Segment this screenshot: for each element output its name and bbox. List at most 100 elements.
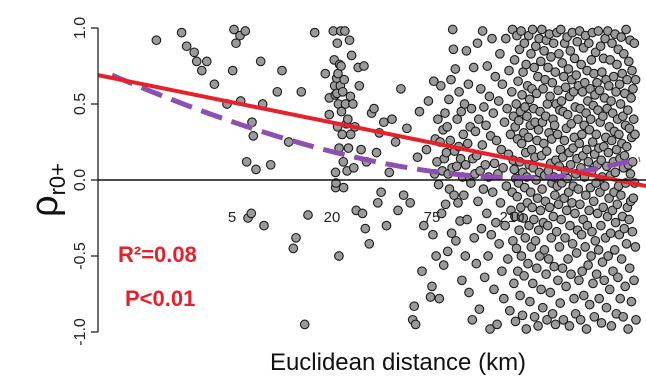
data-point xyxy=(412,152,423,163)
data-point xyxy=(543,254,554,264)
data-point xyxy=(473,196,483,207)
data-point xyxy=(371,147,382,158)
data-point xyxy=(576,229,587,240)
data-point xyxy=(564,321,575,331)
data-point xyxy=(524,94,535,105)
data-point xyxy=(517,310,528,321)
data-point xyxy=(565,45,576,56)
data-point xyxy=(513,115,524,126)
data-point xyxy=(536,24,547,35)
data-point xyxy=(628,193,639,204)
data-point xyxy=(591,129,602,140)
data-point xyxy=(583,156,594,167)
y-axis-title: ρr0+ xyxy=(24,163,70,217)
data-point xyxy=(592,208,603,219)
data-point xyxy=(460,251,471,261)
data-point xyxy=(557,263,568,274)
data-point xyxy=(581,144,592,155)
data-point xyxy=(596,155,607,166)
data-point xyxy=(541,269,551,280)
data-point xyxy=(229,24,239,35)
data-point xyxy=(627,65,637,76)
data-point xyxy=(629,38,640,49)
data-point xyxy=(410,319,421,330)
data-point xyxy=(522,111,532,122)
data-point xyxy=(191,56,202,67)
data-point xyxy=(621,141,632,152)
data-point xyxy=(604,284,615,295)
data-point xyxy=(452,114,463,125)
data-point xyxy=(409,301,420,312)
data-point xyxy=(589,68,599,79)
data-point xyxy=(501,181,512,191)
data-point xyxy=(624,123,635,134)
data-point xyxy=(624,263,635,274)
y-axis-title-subscript: r0+ xyxy=(45,163,70,195)
data-point xyxy=(603,80,614,91)
data-point xyxy=(551,226,562,237)
data-point xyxy=(547,77,558,88)
data-point xyxy=(618,311,629,322)
data-point xyxy=(500,220,510,231)
data-point xyxy=(596,220,606,231)
data-point xyxy=(255,56,266,67)
data-point xyxy=(519,38,530,49)
data-point xyxy=(580,190,591,201)
data-point xyxy=(542,220,553,231)
data-point xyxy=(442,121,453,132)
data-point xyxy=(428,229,438,240)
data-point xyxy=(259,220,269,231)
data-point xyxy=(440,199,451,210)
data-point xyxy=(587,137,598,147)
data-point xyxy=(563,64,574,74)
data-point xyxy=(588,278,598,289)
data-point xyxy=(603,147,614,158)
data-point xyxy=(516,251,527,261)
data-point xyxy=(433,114,443,125)
data-point xyxy=(467,314,478,325)
data-point xyxy=(532,193,543,204)
data-point xyxy=(364,238,375,249)
data-point xyxy=(462,138,473,149)
data-point xyxy=(512,191,523,202)
data-point xyxy=(573,184,584,194)
x-axis-title: Euclidean distance (km) xyxy=(270,349,526,376)
data-point xyxy=(566,118,577,129)
data-point xyxy=(627,156,638,167)
data-point xyxy=(482,61,493,71)
data-point xyxy=(251,164,261,175)
data-point xyxy=(498,162,508,173)
data-point xyxy=(421,144,432,155)
data-point xyxy=(553,275,563,286)
data-point xyxy=(554,242,565,252)
data-point xyxy=(241,156,252,167)
data-point xyxy=(554,48,564,59)
data-point xyxy=(189,47,200,58)
data-point xyxy=(584,299,595,310)
regression-line xyxy=(97,73,646,189)
data-point xyxy=(567,238,578,249)
data-point xyxy=(402,123,412,134)
data-point xyxy=(526,48,536,59)
data-point xyxy=(265,159,276,170)
data-point xyxy=(477,140,488,150)
data-point xyxy=(446,228,457,239)
data-point xyxy=(470,126,481,137)
data-point xyxy=(495,197,506,208)
data-point xyxy=(581,324,592,334)
data-point xyxy=(506,86,517,97)
data-point xyxy=(519,270,529,281)
data-point xyxy=(515,202,526,213)
data-point xyxy=(440,108,450,118)
data-point xyxy=(445,135,456,146)
data-point xyxy=(338,156,349,167)
data-point xyxy=(466,103,477,114)
data-point xyxy=(546,232,557,243)
data-point xyxy=(593,245,604,255)
data-point xyxy=(545,91,555,102)
data-point xyxy=(494,238,504,249)
data-point xyxy=(481,208,492,219)
data-point xyxy=(425,292,436,302)
data-point xyxy=(466,178,476,188)
data-point xyxy=(489,284,499,295)
